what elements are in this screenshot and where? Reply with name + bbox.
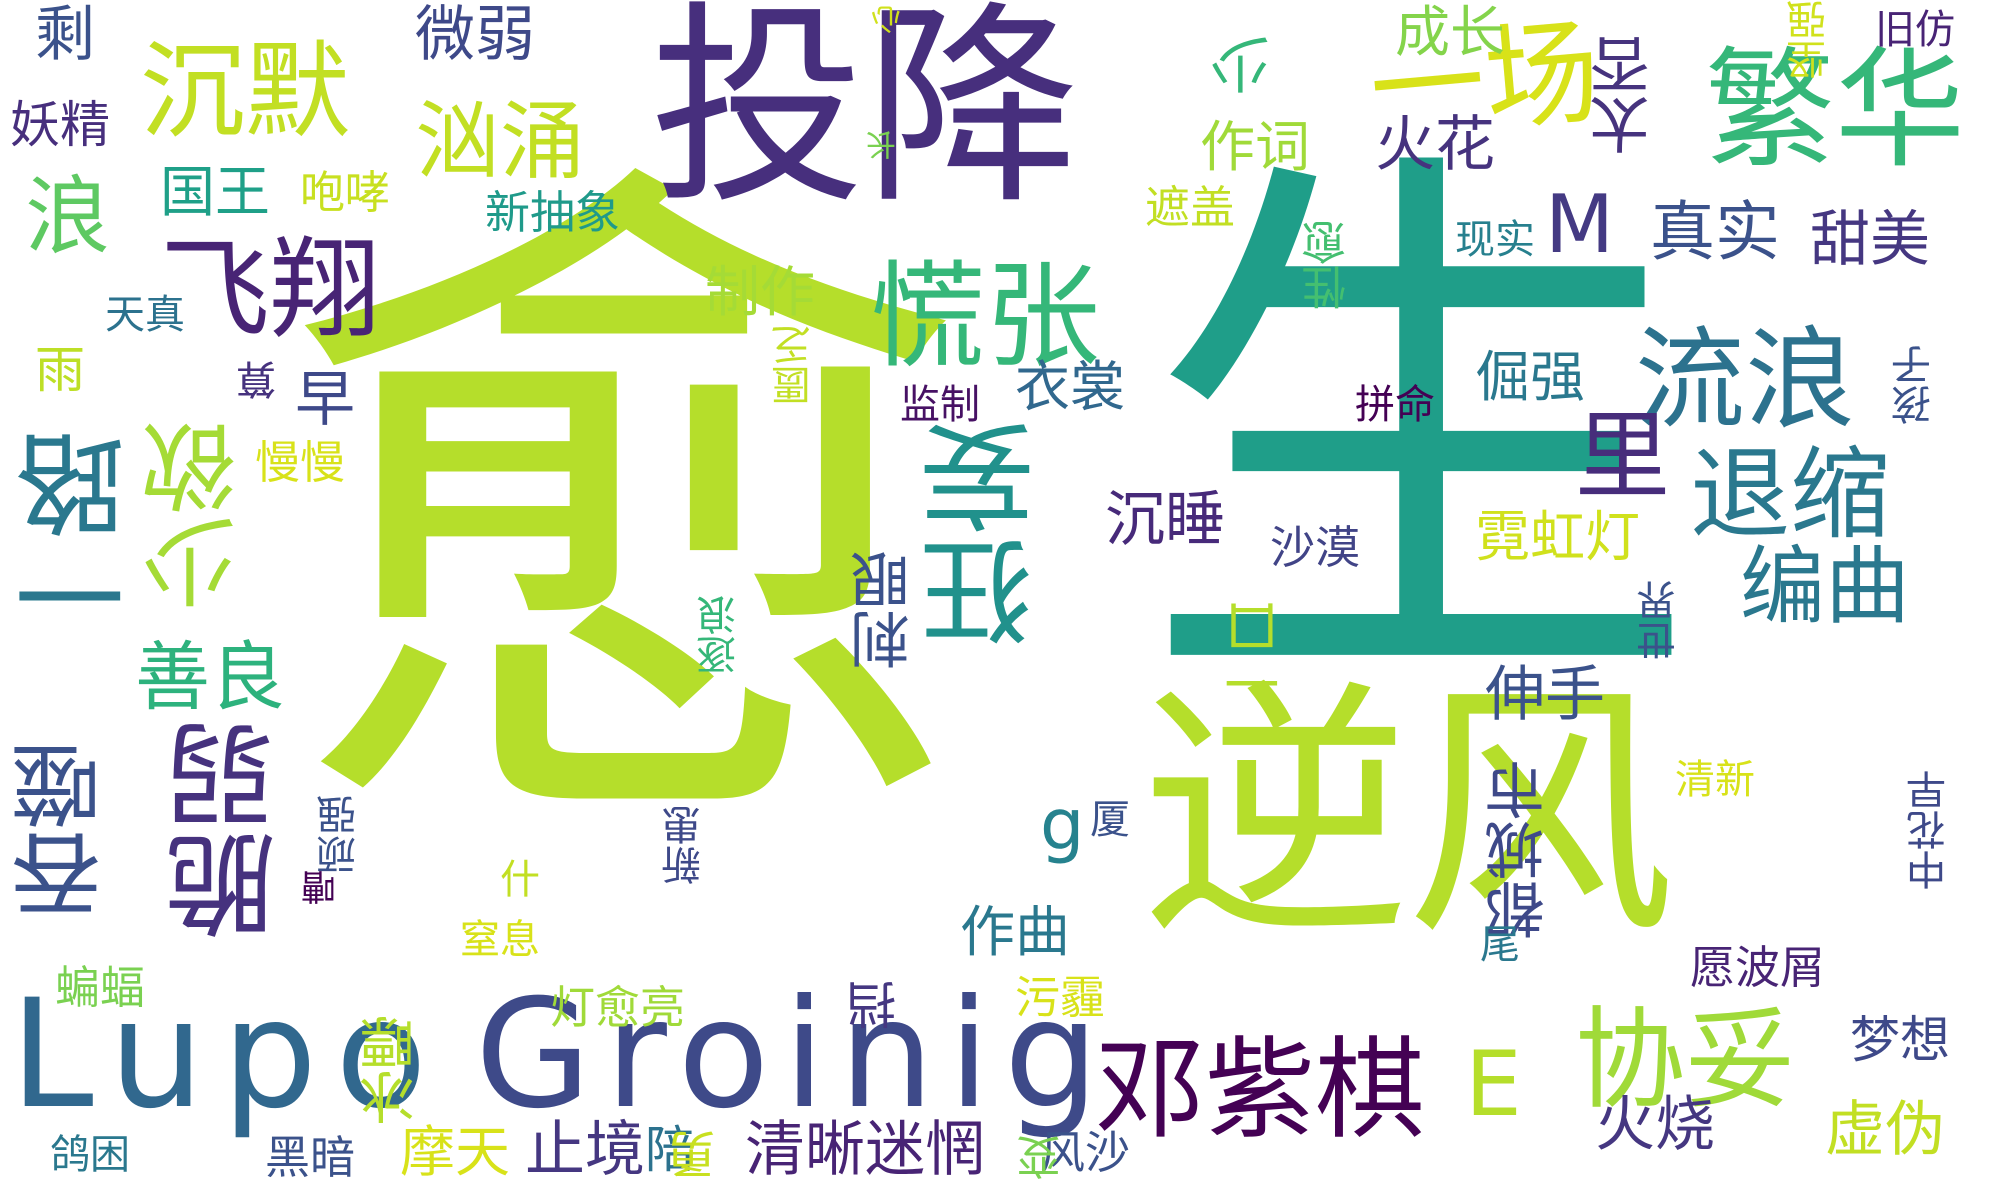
word-yu2: 雨: [35, 341, 85, 399]
word-jiexie: 冰瞟: [360, 1015, 424, 1125]
word-yu: 愈: [280, 113, 970, 916]
word-fengsha: 风沙: [1040, 1126, 1131, 1179]
word-jiaqiang: 顽强: [317, 795, 363, 875]
word-dang: 挡: [846, 980, 904, 1030]
word-zhijing: 止境: [525, 1115, 645, 1185]
word-zhulang: 逐浪: [697, 595, 743, 675]
word-bianfu: 蝙蝠: [55, 961, 146, 1014]
word-groinig: Groinig: [475, 968, 1114, 1142]
word-xianshi: 现实: [1455, 217, 1535, 263]
word-chengzhang: 成长: [1395, 0, 1506, 64]
word-yilu: 一路: [16, 430, 144, 650]
word-xinxi: 新患: [662, 805, 708, 885]
word-feixiang: 飞翔: [160, 226, 380, 354]
word-zhegai: 遮盖: [1145, 181, 1236, 234]
word-huangzhang: 慌张: [870, 250, 1101, 384]
word-guowang: 国王: [160, 160, 271, 224]
word-xia: 厦: [1090, 797, 1130, 843]
word-gekun: 鸽困: [50, 1132, 130, 1178]
word-li: 里: [1575, 402, 1671, 512]
word-zuoci: 作词: [1200, 115, 1311, 179]
word-shijie: 世界: [1637, 580, 1683, 660]
word-mengxiang: 梦想: [1850, 1011, 1950, 1069]
word-langtop: 浪: [25, 168, 111, 267]
word-haizi: 孩子: [1892, 345, 1938, 425]
word-cuiruo: 脆弱: [166, 720, 294, 940]
word-yikou: 一口: [1225, 600, 1289, 710]
word-e: E: [1465, 1032, 1522, 1137]
word-heian: 黑暗: [265, 1131, 356, 1184]
word-shao: 少: [1210, 35, 1280, 95]
word-tuisuo: 退缩: [1690, 436, 1890, 553]
word-dengyuliang: 灯愈亮: [550, 981, 686, 1034]
word-pei: 陪: [645, 1121, 695, 1179]
word-jianqiang: 坚强: [1787, 0, 1833, 80]
word-sheng2: 剩: [35, 0, 95, 70]
word-xin1: 心: [872, 5, 907, 35]
word-zhenshi: 真实: [1650, 195, 1781, 270]
word-shen: 什: [500, 857, 540, 903]
word-zhizuo: 制作: [705, 260, 816, 324]
word-nifeng: 逆风: [1140, 657, 1675, 972]
word-touxiang: 投降: [650, 0, 1080, 233]
word-zhou: 嘈: [302, 870, 342, 905]
word-wumai: 污霾: [1015, 971, 1106, 1024]
word-g: g: [1040, 784, 1085, 866]
word-manman: 慢慢: [255, 436, 346, 489]
word-kuifa: 匮乏: [772, 325, 818, 405]
word-xuwei: 虚伪: [1825, 1095, 1945, 1165]
word-motian: 摩天: [400, 1120, 511, 1184]
word-chenshui: 沉睡: [1105, 485, 1225, 555]
word-bianqu: 编曲: [1740, 538, 1911, 637]
word-bian: 变: [1016, 1135, 1069, 1180]
word-tunshi: 吞噬: [12, 740, 117, 920]
word-yishang: 衣裳: [1015, 355, 1126, 419]
word-kuangwang: 狂妄: [920, 420, 1054, 650]
word-shenshou: 伸手: [1485, 660, 1605, 730]
word-juejiang: 倔强: [1475, 345, 1586, 409]
word-chenmo: 沉默: [140, 31, 351, 153]
word-paoxiao: 咆哮: [300, 166, 391, 219]
word-zhang: 长: [867, 130, 902, 160]
word-xiongyong: 汹涌: [415, 93, 586, 192]
word-qingximimang: 清晰迷惘: [745, 1115, 985, 1185]
word-zhongai: 中花早: [1907, 770, 1953, 890]
word-taibu: 太否: [1590, 35, 1660, 155]
word-ge: 算: [237, 360, 283, 400]
word-m: M: [1545, 178, 1615, 271]
word-zhixi: 窒息: [460, 917, 540, 963]
word-wei: 尾: [1480, 922, 1520, 968]
word-lupo: Lupo: [10, 968, 445, 1142]
word-xingyu: 性愈: [1301, 220, 1354, 310]
word-sheng: 生: [1140, 109, 1700, 761]
word-shanliang: 善良: [135, 633, 286, 721]
word-liulang: 流浪: [1635, 316, 1855, 444]
word-weiruo: 微弱: [415, 0, 535, 70]
word-shaoyu: 少欲: [142, 420, 252, 610]
word-shamo: 沙漠: [1270, 521, 1361, 574]
word-nihongdeng: 霓虹灯: [1475, 505, 1641, 569]
word-jianzhi: 监制: [900, 382, 980, 428]
word-zao: 早: [295, 365, 355, 435]
word-huoshao: 火烧: [1595, 1090, 1715, 1160]
word-xinchouxiang: 新抽象: [485, 186, 621, 239]
word-tianzhen: 天真: [105, 292, 185, 338]
word-ciyan: 刺眼: [850, 550, 920, 670]
word-dengziqi: 邓紫棋: [1095, 1026, 1425, 1154]
word-xietuo: 协妥: [1575, 996, 1795, 1124]
word-huohua: 火花: [1375, 110, 1495, 180]
word-yuanbomei: 愿波屑: [1690, 941, 1826, 994]
word-jiufang: 旧仿: [1875, 7, 1955, 53]
word-pinming: 拼命: [1355, 382, 1435, 428]
word-zuoqu: 作曲: [960, 900, 1071, 964]
word-yong: 勇: [666, 1130, 724, 1180]
word-yaojing: 妖精: [10, 96, 110, 154]
word-fanhua: 繁华: [1705, 34, 1966, 186]
word-qingxin: 清新: [1675, 757, 1755, 803]
word-tianmei: 甜美: [1810, 205, 1930, 275]
word-dushi: 都城市: [1485, 760, 1555, 940]
